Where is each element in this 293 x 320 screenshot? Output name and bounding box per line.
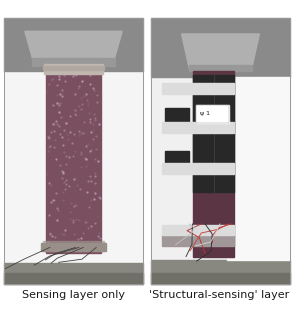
Polygon shape [32, 58, 115, 66]
Bar [41, 244, 106, 252]
Bar [4, 18, 143, 284]
Bar [196, 105, 229, 123]
Bar [44, 64, 103, 74]
Bar [162, 123, 234, 133]
Bar [151, 260, 290, 284]
Text: Sensing layer only: Sensing layer only [21, 290, 125, 300]
Bar [193, 75, 234, 192]
Bar [4, 263, 143, 284]
Bar [162, 235, 234, 246]
Bar [43, 66, 104, 70]
Polygon shape [25, 31, 122, 66]
Bar [4, 18, 143, 71]
Bar [151, 18, 290, 284]
Polygon shape [182, 34, 259, 71]
Bar [162, 83, 234, 93]
Bar [227, 76, 290, 260]
Text: 'Structural-sensing' layer: 'Structural-sensing' layer [149, 290, 289, 300]
Polygon shape [188, 65, 253, 71]
Bar [4, 273, 143, 284]
Bar [165, 151, 188, 166]
Bar [46, 66, 101, 253]
Bar [193, 71, 234, 257]
Bar [151, 18, 290, 76]
Bar [151, 18, 290, 284]
Bar [162, 164, 234, 174]
Bar [4, 18, 143, 284]
Bar [43, 241, 104, 252]
Bar [196, 105, 229, 123]
Bar [151, 273, 290, 284]
Text: ψ 1: ψ 1 [200, 111, 210, 116]
Bar [165, 108, 188, 123]
Bar [162, 225, 234, 235]
